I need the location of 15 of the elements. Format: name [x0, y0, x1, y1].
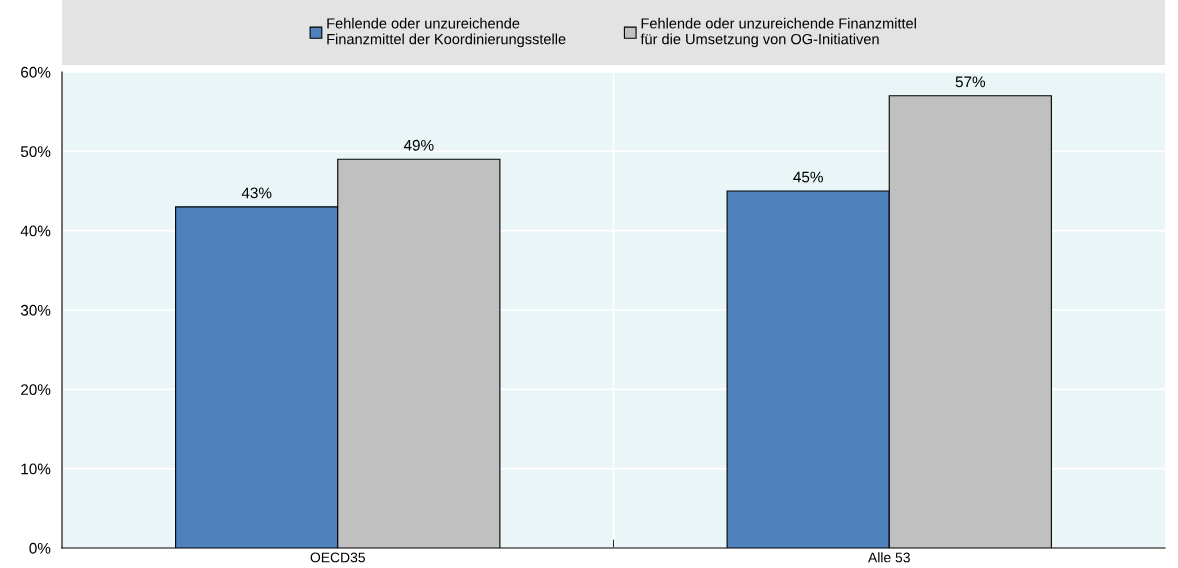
x-tick-label: Alle 53 — [868, 552, 910, 563]
y-tick-label: 60% — [21, 66, 51, 78]
data-label: 57% — [955, 76, 986, 88]
y-tick-label: 10% — [21, 463, 51, 475]
legend-label: Fehlende oder unzureichende Finanzmittel für die Umsetzung von OG-Initiativen — [640, 17, 916, 48]
data-label: 45% — [793, 171, 823, 183]
y-tick-label: 0% — [29, 542, 51, 554]
x-tick-label: OECD35 — [310, 552, 365, 563]
legend-label: Fehlende oder unzureichende Finanzmittel der Koordinierungsstelle — [327, 17, 566, 48]
y-tick-label: 30% — [20, 304, 51, 316]
data-label: 43% — [241, 187, 272, 199]
y-tick-label: 50% — [20, 146, 51, 158]
data-label: 49% — [403, 139, 434, 151]
y-tick-label: 20% — [21, 384, 51, 396]
y-tick-label: 40% — [20, 225, 51, 237]
